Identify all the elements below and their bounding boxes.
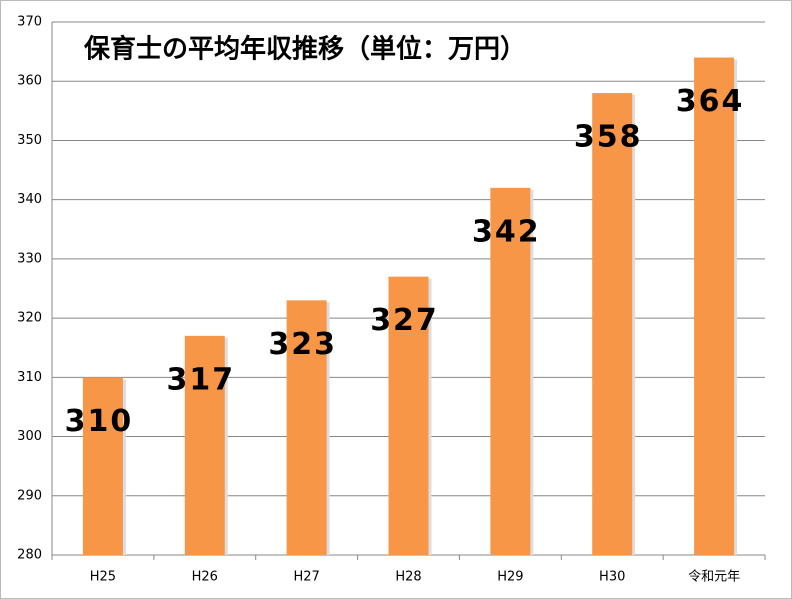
x-tick-label: H26 — [192, 570, 218, 585]
x-tick-label: H30 — [599, 570, 625, 585]
x-tick-label: H27 — [293, 570, 319, 585]
bar — [490, 187, 531, 556]
data-label: 364 — [676, 84, 745, 119]
data-label: 358 — [574, 120, 643, 155]
x-tick-label: 令和元年 — [688, 570, 740, 585]
bar — [82, 377, 123, 555]
y-tick-label: 300 — [17, 429, 42, 444]
y-tick-label: 320 — [17, 311, 42, 326]
bar — [184, 335, 225, 555]
chart-title: 保育士の平均年収推移（単位：万円） — [83, 34, 526, 65]
y-tick-label: 310 — [17, 370, 42, 385]
y-tick-label: 290 — [17, 488, 42, 503]
data-label: 327 — [370, 303, 439, 338]
x-tick-label: H28 — [395, 570, 421, 585]
bar — [286, 300, 327, 555]
x-tick-label: H29 — [497, 570, 523, 585]
x-tick-label: H25 — [90, 570, 116, 585]
bar — [694, 57, 735, 556]
y-tick-label: 330 — [17, 251, 42, 266]
y-tick-label: 370 — [17, 15, 42, 30]
y-tick-label: 340 — [17, 192, 42, 207]
y-tick-label: 350 — [17, 133, 42, 148]
bar — [388, 276, 429, 555]
bar — [592, 93, 633, 556]
data-label: 342 — [472, 214, 541, 249]
y-tick-label: 280 — [17, 548, 42, 563]
data-label: 323 — [268, 327, 337, 362]
data-label: 317 — [166, 362, 235, 397]
data-label: 310 — [65, 404, 134, 439]
y-tick-label: 360 — [17, 74, 42, 89]
